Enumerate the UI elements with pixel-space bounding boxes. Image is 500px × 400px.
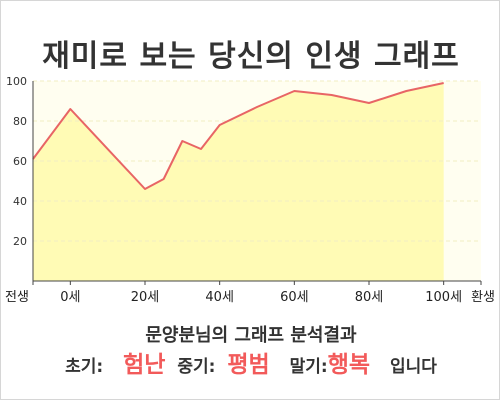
y-tick-label: 40	[13, 195, 27, 208]
mid-value: 평범	[227, 352, 270, 378]
y-tick-label: 60	[13, 155, 27, 168]
analysis-result: 초기: 험난 중기: 평범 말기:행복 입니다	[1, 345, 500, 379]
early-value: 험난	[123, 352, 166, 378]
x-tick-label: 20세	[131, 290, 160, 305]
x-tick-label: 환생	[471, 290, 495, 305]
page-title: 재미로 보는 당신의 인생 그래프	[42, 39, 460, 74]
x-tick-label: 전생	[5, 290, 29, 305]
x-tick-label: 100세	[425, 290, 462, 305]
x-tick-label: 40세	[205, 290, 234, 305]
y-tick-label: 80	[13, 115, 27, 128]
x-tick-label: 80세	[355, 290, 384, 305]
late-label: 말기:	[289, 357, 328, 377]
y-tick-label: 100	[6, 75, 27, 88]
late-value: 행복	[327, 352, 371, 378]
area-fill	[33, 83, 444, 281]
ending-text: 입니다	[389, 357, 437, 377]
early-label: 초기:	[65, 357, 104, 377]
x-tick-label: 0세	[60, 290, 80, 305]
analysis-heading: 문양분님의 그래프 분석결과	[145, 325, 357, 346]
data-line	[32, 82, 444, 190]
life-graph-chart: 20 40 60 80 100 전생 0세 20세 40세 60세 80세 100세 환생	[5, 75, 495, 305]
x-tick-label: 60세	[280, 290, 309, 305]
y-tick-label: 20	[13, 235, 27, 248]
mid-label: 중기:	[177, 357, 216, 377]
